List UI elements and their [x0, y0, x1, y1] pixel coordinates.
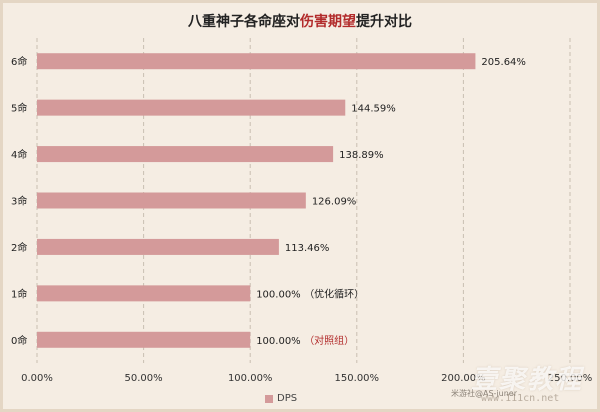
x-tick-label: 50.00%: [125, 373, 163, 384]
y-category-label: 3命: [11, 195, 27, 208]
legend: DPS: [265, 393, 297, 404]
y-category-label: 5命: [11, 102, 27, 115]
bar: [37, 99, 346, 116]
x-tick-label: 150.00%: [335, 373, 380, 384]
x-tick-label: 0.00%: [21, 373, 53, 384]
x-tick-label: 100.00%: [228, 373, 273, 384]
bar: [37, 192, 306, 209]
bar: [37, 146, 334, 163]
data-label: 126.09%: [312, 197, 357, 208]
bar: [37, 285, 251, 302]
title-highlight: 伤害期望: [300, 14, 356, 30]
data-label: 100.00%: [256, 289, 301, 300]
legend-swatch: [265, 394, 273, 403]
bar: [37, 238, 279, 255]
chart-title: 八重神子各命座对伤害期望提升对比: [3, 11, 597, 31]
bar-annotation: （优化循环）: [304, 287, 364, 300]
y-category-label: 1命: [11, 287, 27, 300]
bar: [37, 53, 476, 70]
data-label: 113.46%: [285, 243, 330, 254]
x-tick-label: 250.00%: [548, 373, 593, 384]
y-category-label: 6命: [11, 55, 27, 68]
y-category-label: 4命: [11, 148, 27, 161]
data-label: 205.64%: [481, 57, 525, 68]
bar-chart: 0.00% 50.00% 100.00% 150.00% 200.00% 250.00% 0…: [11, 38, 593, 384]
y-category-label: 0命: [11, 334, 27, 347]
data-label: 144.59%: [351, 104, 396, 115]
x-tick-label: 200.00%: [441, 373, 486, 384]
bar: [37, 331, 251, 348]
data-label: 138.89%: [339, 150, 384, 161]
legend-label: DPS: [277, 393, 298, 404]
title-suffix: 提升对比: [356, 14, 412, 30]
data-label: 100.00%: [256, 336, 301, 347]
y-category-label: 2命: [11, 241, 27, 254]
title-prefix: 八重神子各命座对: [188, 14, 300, 30]
credit-text: 米游社@AS-juner: [451, 389, 518, 398]
bar-annotation: （对照组）: [304, 334, 354, 347]
